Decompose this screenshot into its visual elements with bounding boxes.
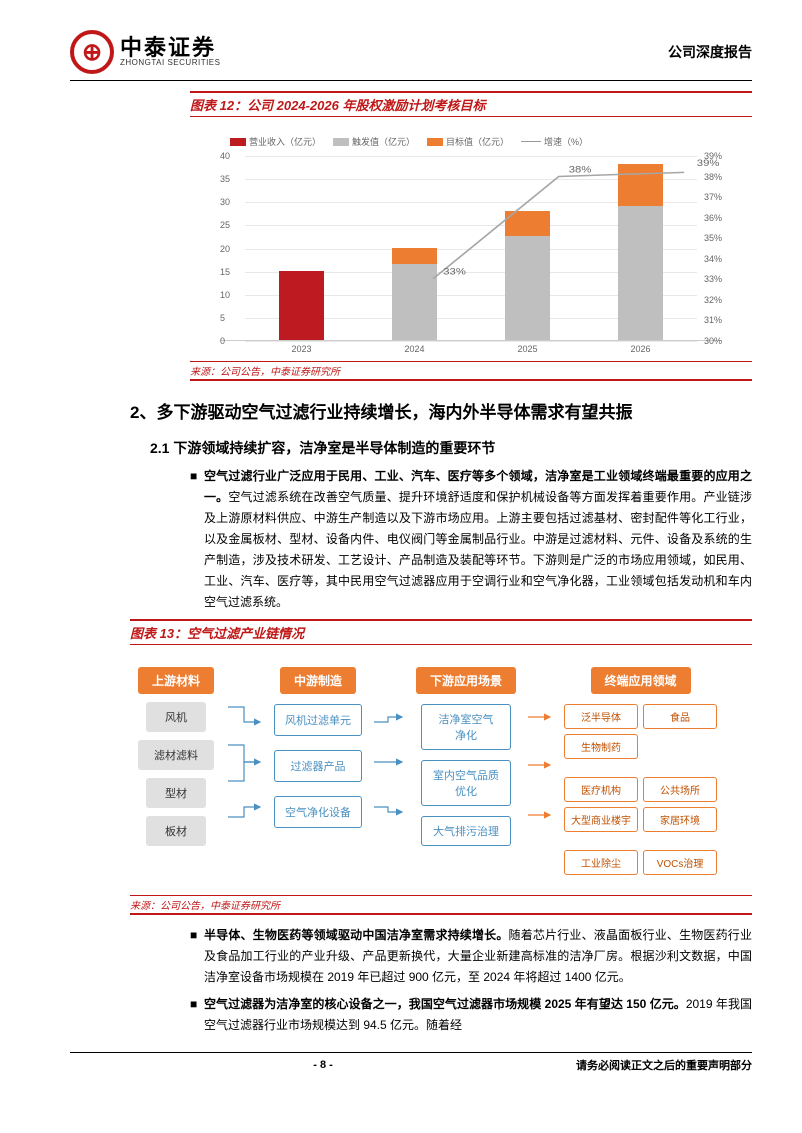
xtick: 2023 [291, 344, 311, 354]
figure-12-source: 来源：公司公告，中泰证券研究所 [190, 361, 752, 381]
report-type: 公司深度报告 [668, 42, 752, 62]
end-vocs: VOCs治理 [643, 850, 717, 875]
logo: ⊕ 中泰证券 ZHONGTAI SECURITIES [70, 30, 220, 74]
xtick: 2026 [630, 344, 650, 354]
ytick-left: 20 [220, 244, 230, 254]
section-2-title: 2、多下游驱动空气过滤行业持续增长，海内外半导体需求有望共振 [130, 399, 752, 426]
page-number: - 8 - [313, 1059, 333, 1071]
ytick-left: 5 [220, 313, 225, 323]
legend-target: 目标值（亿元） [446, 135, 509, 148]
legend-trigger: 触发值（亿元） [352, 135, 415, 148]
logo-icon: ⊕ [70, 30, 114, 74]
box-purify: 空气净化设备 [274, 796, 362, 828]
ytick-right: 32% [704, 295, 722, 305]
box-fan: 风机 [146, 702, 206, 732]
head-upstream: 上游材料 [138, 667, 214, 694]
xtick: 2025 [517, 344, 537, 354]
box-profile: 型材 [146, 778, 206, 808]
end-public: 公共场所 [643, 777, 717, 802]
figure-13-title: 图表 13：空气过滤产业链情况 [130, 619, 752, 645]
legend-rev: 营业收入（亿元） [249, 135, 321, 148]
ytick-right: 33% [704, 274, 722, 284]
ytick-left: 10 [220, 290, 230, 300]
end-medical: 医疗机构 [564, 777, 638, 802]
end-bio: 生物制药 [564, 734, 638, 759]
box-board: 板材 [146, 816, 206, 846]
box-filter-prod: 过滤器产品 [274, 750, 362, 782]
ytick-right: 34% [704, 254, 722, 264]
arrows-2 [372, 667, 406, 847]
footer-note: 请务必阅读正文之后的重要声明部分 [576, 1057, 752, 1073]
ytick-left: 35 [220, 174, 230, 184]
ytick-left: 30 [220, 197, 230, 207]
ytick-right: 36% [704, 213, 722, 223]
ytick-right: 35% [704, 233, 722, 243]
para-semi: ■ 半导体、生物医药等领域驱动中国洁净室需求持续增长。随着芯片行业、液晶面板行业… [190, 925, 752, 988]
ytick-left: 15 [220, 267, 230, 277]
figure-12: 图表 12：公司 2024-2026 年股权激励计划考核目标 营业收入（亿元） … [190, 91, 752, 381]
ytick-right: 38% [704, 172, 722, 182]
ytick-right: 37% [704, 192, 722, 202]
xtick: 2024 [404, 344, 424, 354]
logo-cn: 中泰证券 [120, 37, 220, 59]
figure-13: 图表 13：空气过滤产业链情况 上游材料 风机 滤材滤料 型材 板材 [130, 619, 752, 915]
logo-en: ZHONGTAI SECURITIES [120, 59, 220, 67]
box-indoor: 室内空气品质优化 [421, 760, 511, 806]
section-2-1-title: 2.1 下游领域持续扩容，洁净室是半导体制造的重要环节 [150, 438, 752, 458]
box-cleanroom: 洁净室空气净化 [421, 704, 511, 750]
ytick-left: 0 [220, 336, 225, 346]
ytick-right: 30% [704, 336, 722, 346]
box-filter-material: 滤材滤料 [138, 740, 214, 770]
ytick-left: 25 [220, 220, 230, 230]
chart-12-plot: 营业收入（亿元） 触发值（亿元） 目标值（亿元） 增速（%） 051015202… [190, 125, 752, 355]
end-commercial: 大型商业楼宇 [564, 807, 638, 832]
ytick-left: 40 [220, 151, 230, 161]
chart-12-legend: 营业收入（亿元） 触发值（亿元） 目标值（亿元） 增速（%） [230, 135, 722, 148]
diagram-13: 上游材料 风机 滤材滤料 型材 板材 中游制造 风机过滤单元 [130, 653, 752, 889]
box-ffu: 风机过滤单元 [274, 704, 362, 736]
head-midstream: 中游制造 [280, 667, 356, 694]
page-header: ⊕ 中泰证券 ZHONGTAI SECURITIES 公司深度报告 [70, 30, 752, 74]
ytick-right: 31% [704, 315, 722, 325]
page-footer: - 8 - 请务必阅读正文之后的重要声明部分 [70, 1052, 752, 1073]
end-semi: 泛半导体 [564, 704, 638, 729]
ytick-right: 39% [704, 151, 722, 161]
arrows-3 [526, 667, 554, 847]
figure-12-title: 图表 12：公司 2024-2026 年股权激励计划考核目标 [190, 91, 752, 117]
para-filter: ■ 空气过滤器为洁净室的核心设备之一，我国空气过滤器市场规模 2025 年有望达… [190, 994, 752, 1036]
end-dust: 工业除尘 [564, 850, 638, 875]
head-downstream: 下游应用场景 [416, 667, 516, 694]
head-end: 终端应用领域 [591, 667, 691, 694]
end-food: 食品 [643, 704, 717, 729]
arrows-1 [224, 667, 264, 847]
box-emission: 大气排污治理 [421, 816, 511, 846]
legend-growth: 增速（%） [544, 135, 588, 148]
figure-13-source: 来源：公司公告，中泰证券研究所 [130, 895, 752, 915]
end-home: 家居环境 [643, 807, 717, 832]
para-2-1-1: ■ 空气过滤行业广泛应用于民用、工业、汽车、医疗等多个领域，洁净室是工业领域终端… [190, 466, 752, 613]
